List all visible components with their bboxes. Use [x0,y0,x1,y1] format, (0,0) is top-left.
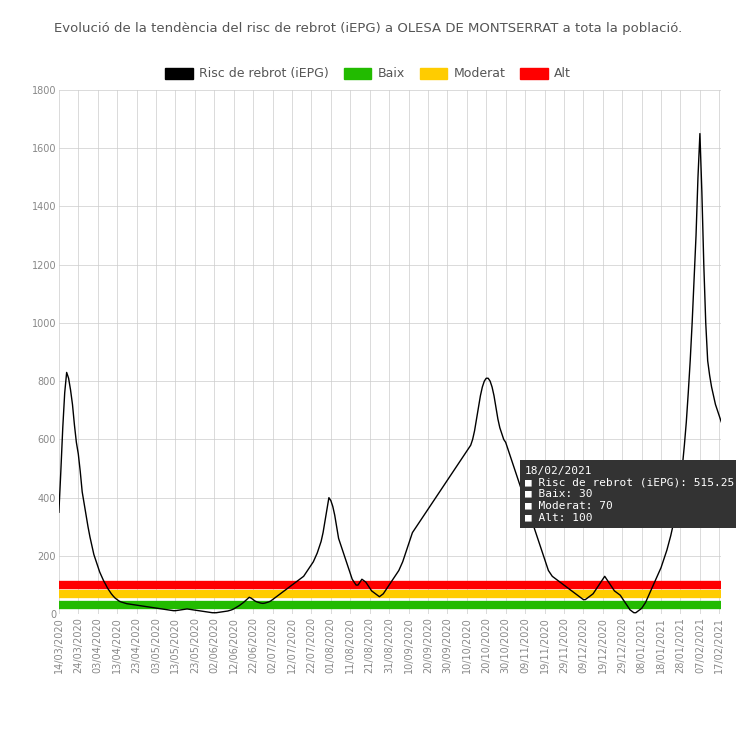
Text: Evolució de la tendència del risc de rebrot (iEPG) a OLESA DE MONTSERRAT a tota : Evolució de la tendència del risc de reb… [54,22,682,35]
Text: 18/02/2021
■ Risc de rebrot (iEPG): 515.25
■ Baix: 30
■ Moderat: 70
■ Alt: 100: 18/02/2021 ■ Risc de rebrot (iEPG): 515.… [525,466,735,522]
Legend: Risc de rebrot (iEPG), Baix, Moderat, Alt: Risc de rebrot (iEPG), Baix, Moderat, Al… [160,62,576,85]
